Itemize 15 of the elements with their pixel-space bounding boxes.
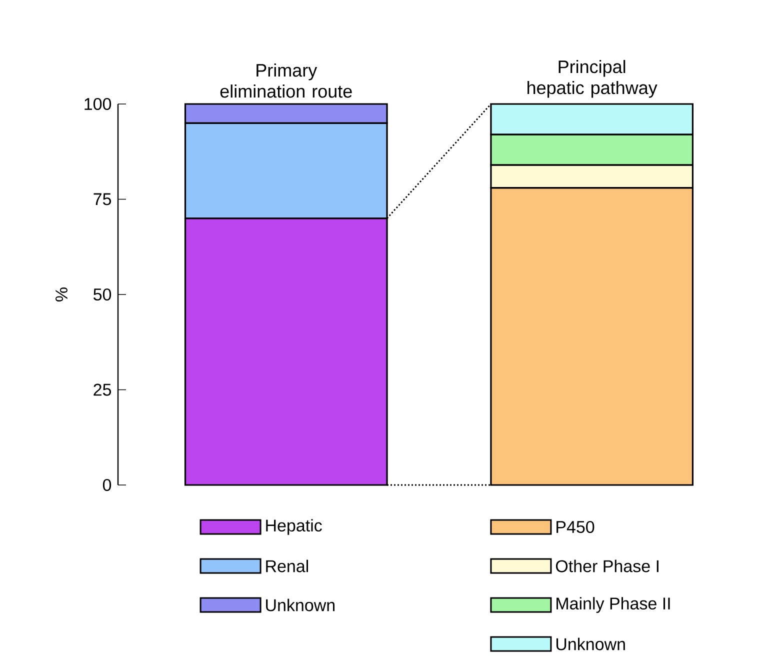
legend-label: Mainly Phase II [556, 597, 670, 613]
legend-label: Hepatic [266, 519, 322, 535]
x-tick-label: Primary elimination route [220, 64, 352, 98]
y-tick-label: 25 [94, 384, 112, 396]
y-tick-label: 75 [94, 193, 112, 206]
y-axis-title: % [56, 288, 68, 302]
y-tick-label: 100 [84, 98, 112, 110]
legend-label: Unknown [556, 638, 625, 650]
legend-label: Renal [266, 560, 308, 572]
legend-label: Unknown [266, 598, 334, 612]
x-tick-label: Principal hepatic pathway [528, 60, 658, 98]
y-tick-label: 0 [102, 478, 112, 492]
legend-label: P450 [556, 520, 594, 534]
y-tick-label: 50 [94, 288, 112, 301]
legend-label: Other Phase I [556, 560, 658, 572]
